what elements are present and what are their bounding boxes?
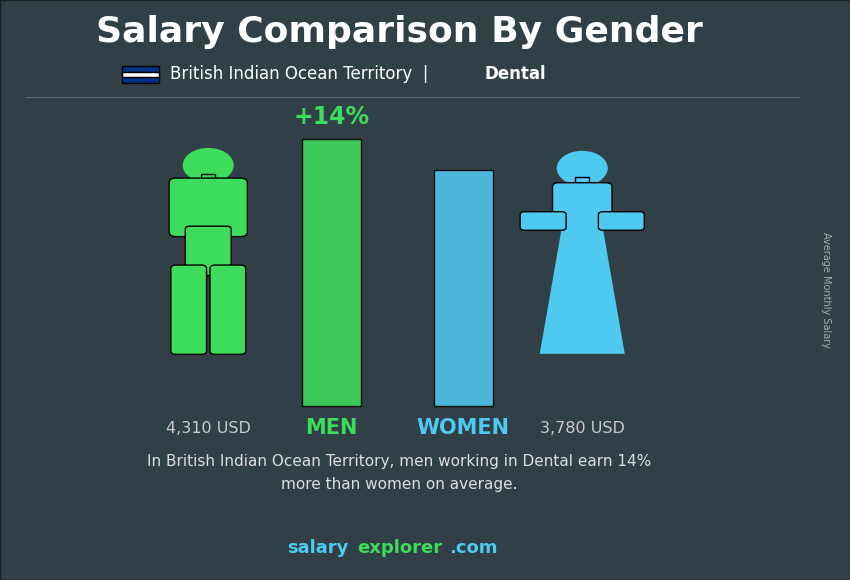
FancyBboxPatch shape [552, 183, 612, 224]
Text: more than women on average.: more than women on average. [281, 477, 518, 492]
Text: Dental: Dental [484, 65, 546, 84]
FancyBboxPatch shape [122, 72, 159, 77]
Text: 3,780 USD: 3,780 USD [540, 420, 625, 436]
Text: MEN: MEN [305, 418, 358, 438]
FancyBboxPatch shape [171, 265, 207, 354]
Text: salary: salary [287, 539, 348, 557]
FancyBboxPatch shape [185, 226, 231, 276]
FancyBboxPatch shape [520, 212, 566, 230]
FancyBboxPatch shape [302, 139, 361, 406]
FancyBboxPatch shape [201, 174, 215, 187]
FancyBboxPatch shape [575, 177, 589, 190]
Text: Average Monthly Salary: Average Monthly Salary [821, 232, 831, 348]
Text: Salary Comparison By Gender: Salary Comparison By Gender [96, 15, 703, 49]
Circle shape [557, 151, 608, 186]
Text: explorer: explorer [357, 539, 442, 557]
FancyBboxPatch shape [434, 170, 493, 406]
Polygon shape [540, 218, 625, 354]
FancyBboxPatch shape [598, 212, 644, 230]
Text: .com: .com [449, 539, 497, 557]
FancyBboxPatch shape [210, 265, 246, 354]
Text: British Indian Ocean Territory  |: British Indian Ocean Territory | [170, 65, 428, 84]
FancyBboxPatch shape [122, 66, 159, 83]
FancyBboxPatch shape [169, 178, 247, 237]
Text: +14%: +14% [293, 105, 370, 129]
Circle shape [183, 148, 234, 183]
Text: In British Indian Ocean Territory, men working in Dental earn 14%: In British Indian Ocean Territory, men w… [147, 454, 652, 469]
Text: 4,310 USD: 4,310 USD [166, 420, 251, 436]
Text: WOMEN: WOMEN [416, 418, 510, 438]
